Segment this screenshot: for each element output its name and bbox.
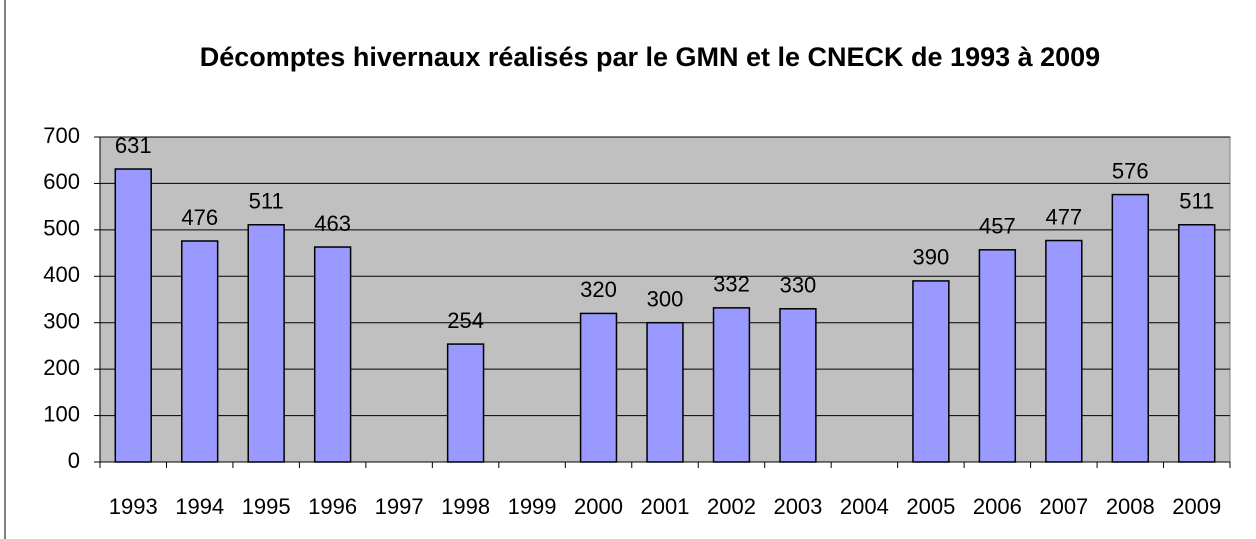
x-tick-label: 1993 [109,494,158,519]
bar [181,240,219,463]
x-tick-label: 1998 [441,494,490,519]
data-label: 511 [1179,189,1214,214]
bar [912,280,950,463]
y-tick-label: 300 [43,309,80,334]
data-label: 390 [913,245,950,270]
y-tick-label: 0 [68,448,80,473]
bar [579,312,618,463]
data-label: 476 [181,205,218,230]
bar [114,168,152,463]
y-tick-label: 600 [43,169,80,194]
data-label: 330 [780,273,817,298]
data-label: 332 [713,272,750,297]
bar [1111,193,1149,463]
y-tick-label: 400 [43,262,80,287]
x-tick-label: 1995 [242,494,291,519]
y-tick-label: 100 [43,401,80,426]
bar [712,307,751,463]
x-tick-label: 2005 [906,494,955,519]
x-tick-label: 1996 [308,494,357,519]
y-tick-label: 700 [43,123,80,148]
data-label: 477 [1045,204,1082,229]
bar [779,308,817,463]
x-tick-label: 1999 [508,494,557,519]
bar [646,321,684,463]
bar [1178,224,1216,463]
bar [1045,239,1083,463]
chart-title: Décomptes hivernaux réalisés par le GMN … [199,42,1101,72]
x-tick-label: 2000 [574,494,623,519]
x-tick-label: 2009 [1172,494,1221,519]
bar [978,249,1017,463]
bar [247,224,285,463]
x-tick-label: 2002 [707,494,756,519]
data-label: 300 [647,287,684,312]
x-tick-label: 1997 [375,494,424,519]
data-label: 576 [1112,158,1149,183]
x-tick-label: 2003 [773,494,822,519]
data-label: 631 [115,133,152,158]
x-tick-label: 2007 [1039,494,1088,519]
data-label: 511 [249,189,284,214]
x-tick-label: 2006 [973,494,1022,519]
x-tick-label: 2008 [1106,494,1155,519]
data-label: 457 [979,214,1016,239]
bar [313,246,352,463]
x-tick-label: 1994 [175,494,224,519]
data-label: 320 [580,277,617,302]
x-tick-label: 2001 [641,494,690,519]
y-tick-label: 200 [43,355,80,380]
x-tick-label: 2004 [840,494,889,519]
y-tick-label: 500 [43,216,80,241]
data-label: 254 [447,308,484,333]
bar [446,343,485,463]
data-label: 463 [314,211,351,236]
